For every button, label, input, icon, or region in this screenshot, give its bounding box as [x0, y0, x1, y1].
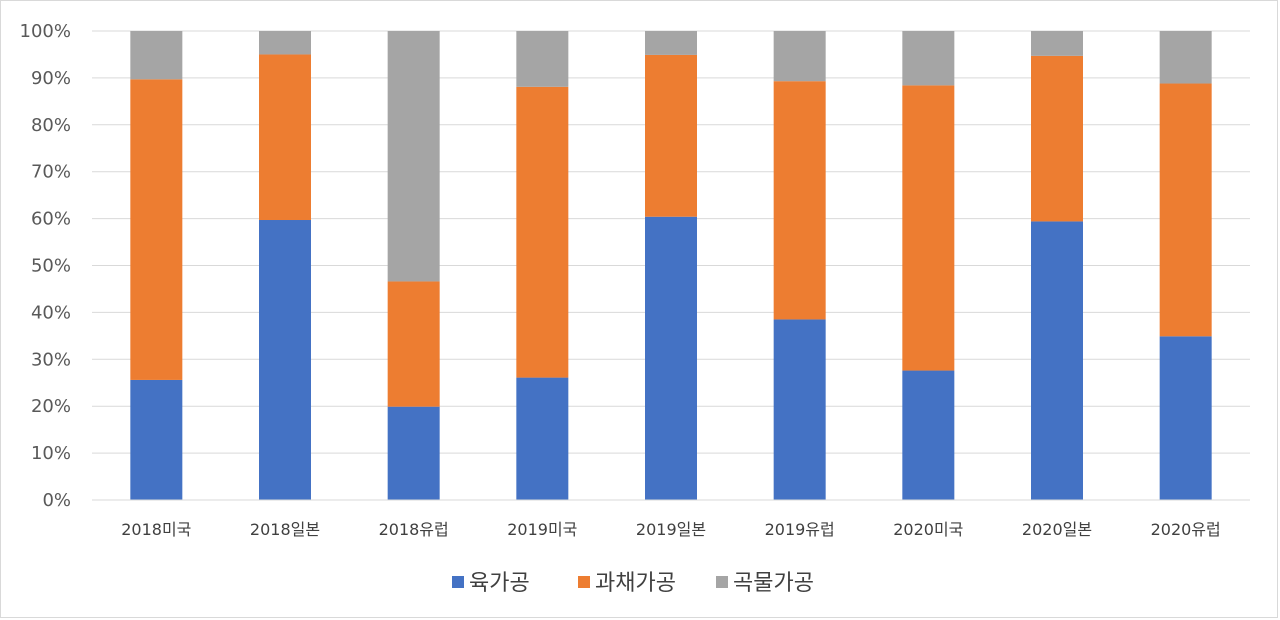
bar-segment — [130, 79, 183, 380]
x-tick-label: 2018미국 — [121, 520, 191, 539]
x-tick-label: 2018일본 — [250, 520, 320, 539]
y-tick-label: 40% — [31, 302, 71, 323]
legend-label: 과채가공 — [595, 571, 676, 596]
x-tick-label: 2020일본 — [1022, 520, 1092, 539]
legend-label: 육가공 — [469, 571, 530, 596]
bar-segment — [387, 281, 440, 407]
bar-segment — [773, 31, 826, 82]
bar-segment — [516, 86, 569, 378]
bar-segment — [773, 81, 826, 320]
y-tick-label: 30% — [31, 349, 71, 370]
bar-segment — [1159, 83, 1212, 337]
y-tick-label: 90% — [31, 68, 71, 89]
y-tick-label: 70% — [31, 162, 71, 183]
bar-segment — [1031, 55, 1083, 222]
y-tick-label: 60% — [31, 209, 71, 230]
legend-swatch — [578, 576, 590, 588]
bar-segment — [902, 370, 955, 500]
y-tick-label: 20% — [31, 396, 71, 417]
bar-segment — [1159, 31, 1212, 84]
bar-segment — [1031, 221, 1083, 500]
y-tick-label: 10% — [31, 443, 71, 464]
bar-segment — [902, 31, 955, 86]
y-tick-label: 0% — [42, 490, 71, 511]
bar-segment — [259, 220, 311, 500]
y-tick-label: 100% — [20, 21, 71, 42]
legend-swatch — [716, 576, 728, 588]
bar-segment — [259, 31, 311, 55]
bar-segment — [1159, 336, 1212, 500]
bar-segment — [773, 319, 826, 500]
bar-segment — [387, 406, 440, 500]
legend: 육가공 과채가공 곡물가공 — [452, 571, 814, 596]
bars — [130, 31, 1212, 500]
x-tick-label: 2019유럽 — [765, 520, 835, 539]
x-tick-label: 2019미국 — [507, 520, 577, 539]
x-tick-label: 2020유럽 — [1151, 520, 1221, 539]
bar-segment — [130, 31, 183, 80]
bar-segment — [516, 31, 569, 87]
legend-swatch — [452, 576, 464, 588]
bar-segment — [387, 31, 440, 282]
bar-segment — [645, 216, 697, 500]
bar-segment — [1031, 31, 1083, 56]
x-tick-label: 2018유럽 — [379, 520, 449, 539]
x-tick-label: 2019일본 — [636, 520, 706, 539]
bar-segment — [516, 377, 569, 500]
y-tick-label: 50% — [31, 256, 71, 277]
bar-segment — [902, 85, 955, 371]
bar-segment — [130, 379, 183, 500]
y-tick-label: 80% — [31, 115, 71, 136]
bar-segment — [259, 54, 311, 221]
legend-label: 곡물가공 — [733, 571, 814, 596]
y-axis: 0% 10% 20% 30% 40% 50% 60% 70% 80% 90% 100% — [20, 21, 71, 511]
x-tick-label: 2020미국 — [893, 520, 963, 539]
bar-segment — [645, 31, 697, 55]
x-axis: 2018미국 2018일본 2018유럽 2019미국 2019일본 2019유럽 2020… — [92, 499, 1250, 539]
bar-segment — [645, 54, 697, 217]
